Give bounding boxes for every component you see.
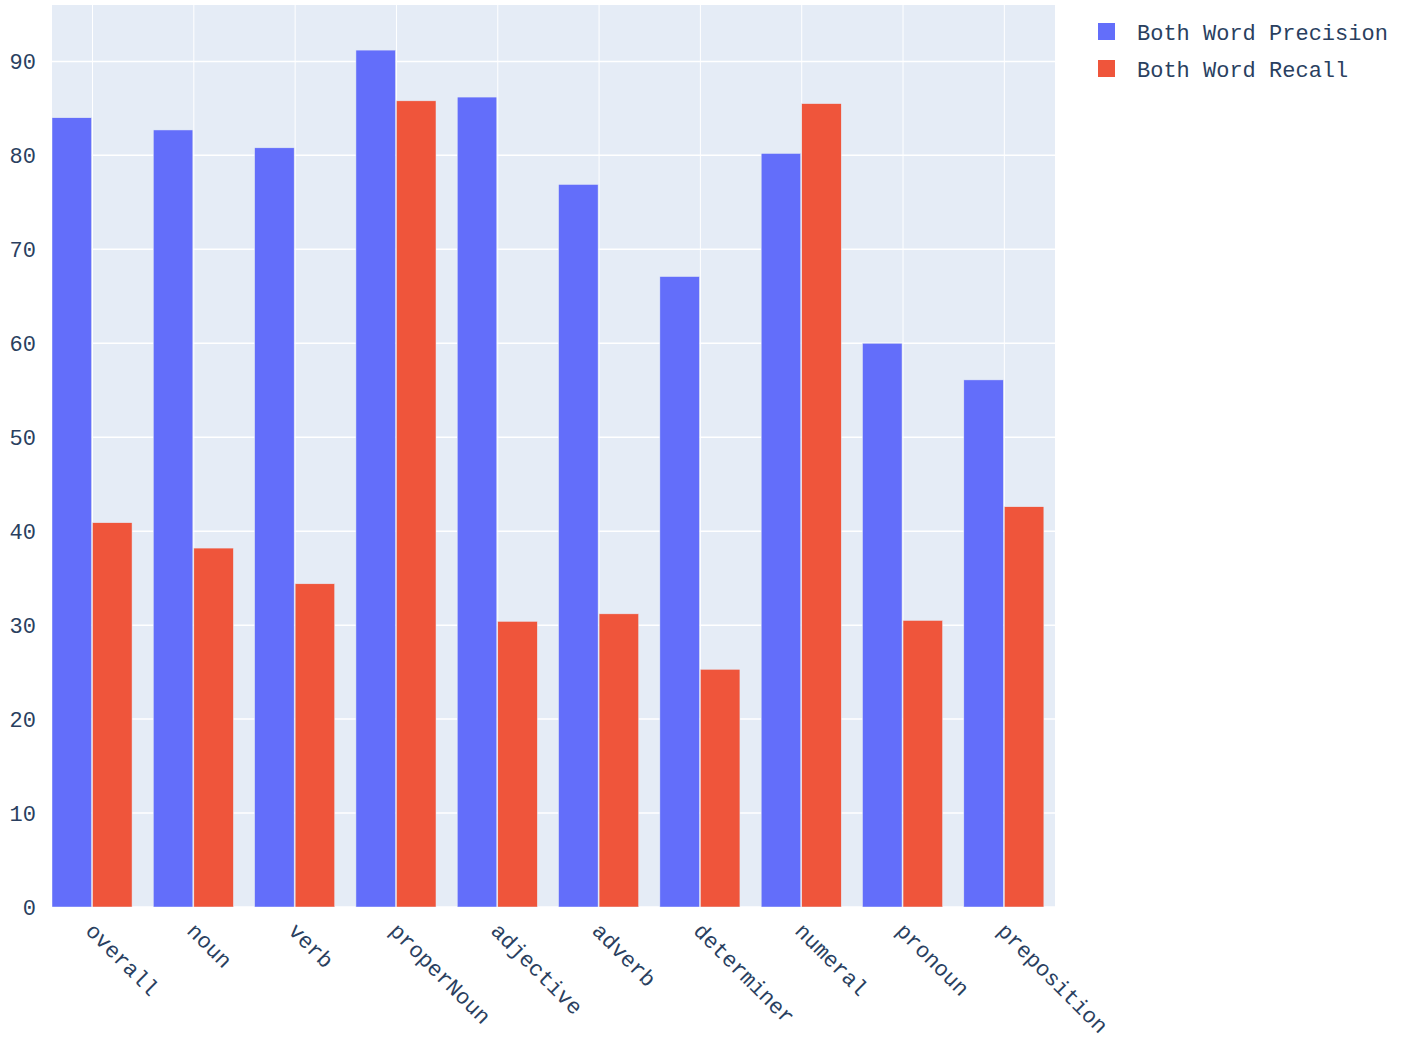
y-grid-line (52, 343, 1055, 345)
bar (396, 101, 436, 907)
legend-label: Both Word Precision (1137, 22, 1388, 47)
plot-area (52, 5, 1055, 907)
bar (761, 153, 801, 907)
y-tick-label: 50 (10, 427, 36, 452)
x-tick-label: determiner (687, 919, 798, 1030)
y-grid-line (52, 436, 1055, 438)
y-grid-line (52, 530, 1055, 532)
bar (295, 584, 335, 907)
x-tick-label: adverb (586, 919, 660, 993)
bar (194, 548, 234, 907)
y-tick-label: 60 (10, 333, 36, 358)
x-tick-label: noun (181, 919, 236, 974)
bar (802, 104, 842, 907)
x-tick-label: properNoun (384, 919, 495, 1030)
bar (964, 380, 1004, 907)
y-tick-label: 90 (10, 51, 36, 76)
bar (863, 343, 903, 907)
bar (559, 184, 599, 907)
bar (52, 118, 92, 907)
bar (498, 621, 538, 907)
y-grid-line (52, 155, 1055, 157)
bar (457, 97, 497, 907)
bar (255, 148, 295, 907)
y-grid-line (52, 61, 1055, 63)
legend-swatch (1098, 60, 1115, 77)
legend-swatch (1098, 23, 1115, 40)
bar (660, 277, 700, 907)
x-tick-label: verb (282, 919, 337, 974)
y-grid-line (52, 249, 1055, 251)
bars (52, 50, 1044, 907)
bar (356, 50, 396, 907)
y-tick-label: 10 (10, 803, 36, 828)
chart: 0 10 20 30 40 50 60 70 80 90 overall noun verb proper… (0, 0, 1420, 1052)
x-tick-label: overall (80, 919, 163, 1002)
y-tick-label: 80 (10, 145, 36, 170)
bar (153, 130, 193, 907)
x-tick-label: pronoun (890, 919, 973, 1002)
y-tick-label: 20 (10, 709, 36, 734)
y-tick-label: 40 (10, 521, 36, 546)
bar (700, 669, 740, 907)
y-tick-label: 30 (10, 615, 36, 640)
bar (93, 523, 133, 907)
y-tick-label: 0 (23, 897, 36, 922)
legend-label: Both Word Recall (1137, 59, 1348, 84)
y-tick-label: 70 (10, 239, 36, 264)
bar (599, 614, 639, 907)
bar (903, 620, 943, 907)
x-tick-label: preposition (991, 919, 1111, 1039)
x-tick-label: numeral (789, 919, 872, 1002)
x-tick-label: adjective (485, 919, 587, 1021)
bar (1004, 507, 1044, 907)
